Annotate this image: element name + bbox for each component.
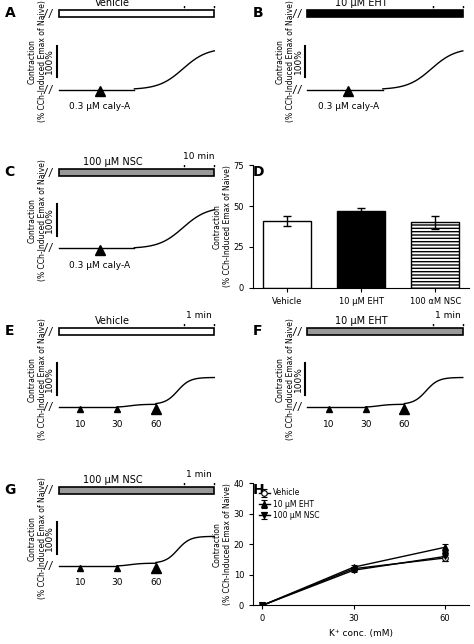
Bar xyxy=(307,10,463,17)
Text: //: // xyxy=(291,327,303,337)
Text: //: // xyxy=(43,9,55,19)
Text: Vehicle: Vehicle xyxy=(95,316,130,326)
Text: 100%: 100% xyxy=(46,207,55,233)
Text: //: // xyxy=(291,402,303,412)
Text: //: // xyxy=(291,84,303,95)
Bar xyxy=(411,222,459,288)
Text: B: B xyxy=(253,6,264,21)
Text: 10: 10 xyxy=(323,420,335,428)
Text: //: // xyxy=(43,167,55,178)
Text: //: // xyxy=(43,327,55,337)
Text: //: // xyxy=(43,402,55,412)
Text: E: E xyxy=(5,324,14,338)
Text: H: H xyxy=(253,483,265,497)
Text: G: G xyxy=(5,483,16,497)
Text: Contraction
(% CCh-Induced Emax of Naive): Contraction (% CCh-Induced Emax of Naive… xyxy=(27,477,47,599)
Text: 60: 60 xyxy=(150,578,162,587)
Text: //: // xyxy=(291,9,303,19)
Text: 100%: 100% xyxy=(46,526,55,551)
Text: 10 min: 10 min xyxy=(183,152,215,161)
Text: 10 μM EHT: 10 μM EHT xyxy=(335,316,387,326)
Text: 30: 30 xyxy=(111,578,123,587)
Text: //: // xyxy=(43,486,55,495)
Bar xyxy=(59,487,214,494)
Legend: Vehicle, 10 μM EHT, 100 μM NSC: Vehicle, 10 μM EHT, 100 μM NSC xyxy=(257,487,321,522)
Text: //: // xyxy=(43,84,55,95)
Text: F: F xyxy=(253,324,263,338)
Bar xyxy=(59,328,214,336)
X-axis label: K⁺ conc. (mM): K⁺ conc. (mM) xyxy=(329,629,393,638)
Text: 1 min: 1 min xyxy=(186,311,212,320)
Text: 30: 30 xyxy=(111,420,123,428)
Y-axis label: Contraction
(% CCh-Induced Emax of Naive): Contraction (% CCh-Induced Emax of Naive… xyxy=(213,483,232,605)
Text: D: D xyxy=(253,166,264,179)
Text: 30: 30 xyxy=(360,420,371,428)
Text: Contraction
(% CCh-Induced Emax of Naive): Contraction (% CCh-Induced Emax of Naive… xyxy=(276,318,295,440)
Text: A: A xyxy=(5,6,16,21)
Text: 100%: 100% xyxy=(46,366,55,392)
Text: 1 min: 1 min xyxy=(186,470,212,479)
Text: 100 μM NSC: 100 μM NSC xyxy=(83,475,142,485)
Bar xyxy=(59,169,214,176)
Text: 100%: 100% xyxy=(294,48,303,74)
Text: 10 μM EHT: 10 μM EHT xyxy=(335,0,387,8)
Bar xyxy=(263,221,311,288)
Text: 60: 60 xyxy=(399,420,410,428)
Bar xyxy=(337,211,385,288)
Bar xyxy=(59,10,214,17)
Text: 60: 60 xyxy=(150,420,162,428)
Text: 100 μM NSC: 100 μM NSC xyxy=(83,157,142,167)
Text: 100%: 100% xyxy=(46,48,55,74)
Text: 100%: 100% xyxy=(294,366,303,392)
Text: Vehicle: Vehicle xyxy=(95,0,130,8)
Bar xyxy=(307,328,463,336)
Text: 10: 10 xyxy=(74,420,86,428)
Y-axis label: Contraction
(% CCh-Induced Emax of Naive): Contraction (% CCh-Induced Emax of Naive… xyxy=(213,166,232,287)
Text: //: // xyxy=(43,243,55,254)
Text: 1 min: 1 min xyxy=(435,311,461,320)
Text: 10 mln: 10 mln xyxy=(432,0,464,2)
Text: Contraction
(% CCh-Induced Emax of Naive): Contraction (% CCh-Induced Emax of Naive… xyxy=(27,318,47,440)
Text: 0.3 μM caly-A: 0.3 μM caly-A xyxy=(318,102,379,111)
Text: Contraction
(% CCh-Induced Emax of Naive): Contraction (% CCh-Induced Emax of Naive… xyxy=(27,1,47,122)
Text: Contraction
(% CCh-Induced Emax of Naive): Contraction (% CCh-Induced Emax of Naive… xyxy=(27,160,47,281)
Text: 10: 10 xyxy=(74,578,86,587)
Text: 0.3 μM caly-A: 0.3 μM caly-A xyxy=(69,261,130,270)
Text: Contraction
(% CCh-Induced Emax of Naive): Contraction (% CCh-Induced Emax of Naive… xyxy=(276,1,295,122)
Text: //: // xyxy=(43,562,55,571)
Text: C: C xyxy=(5,166,15,179)
Text: 10 min: 10 min xyxy=(183,0,215,2)
Text: 0.3 μM caly-A: 0.3 μM caly-A xyxy=(69,102,130,111)
